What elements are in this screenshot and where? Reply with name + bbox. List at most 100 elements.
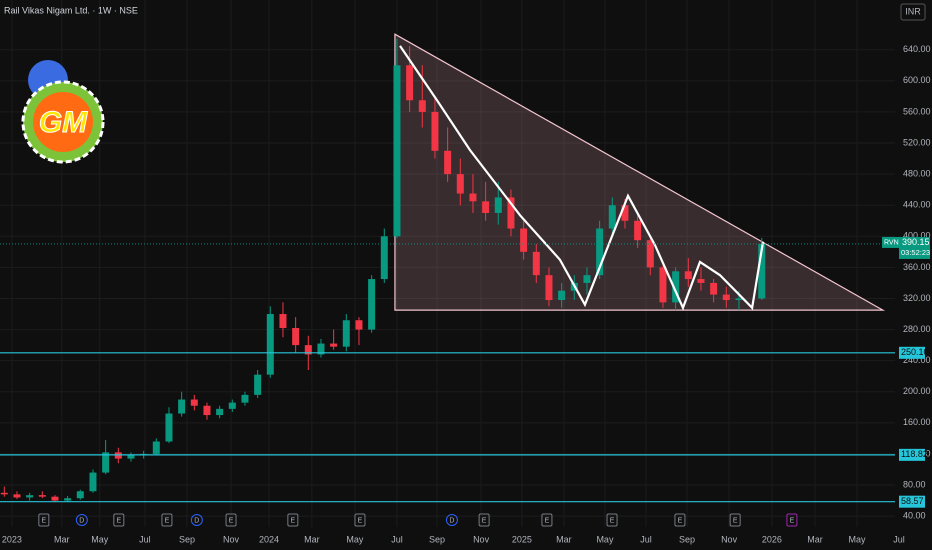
x-tick-label: Mar	[556, 534, 572, 544]
candle-body	[634, 220, 642, 241]
y-tick-label: 600.00	[903, 75, 931, 85]
candle-body	[51, 496, 59, 501]
event-label: E	[733, 517, 738, 524]
candle-body	[203, 405, 211, 416]
x-tick-label: 2023	[2, 534, 22, 544]
symbol-label: RVNL	[884, 239, 903, 246]
event-label: E	[291, 517, 296, 524]
candle-body	[254, 374, 262, 395]
event-label: E	[41, 517, 46, 524]
candle-body	[190, 399, 198, 406]
candle-body	[646, 240, 654, 268]
y-tick-label: 320.00	[903, 293, 931, 303]
level-label-box	[899, 448, 925, 461]
event-label: E	[545, 517, 550, 524]
x-tick-label: Nov	[473, 534, 490, 544]
candle-body	[152, 441, 160, 454]
plot	[0, 33, 895, 503]
x-tick-label: Mar	[807, 534, 823, 544]
candle-body	[608, 205, 616, 229]
event-label: E	[116, 517, 121, 524]
x-tick-label: May	[346, 534, 364, 544]
y-tick-label: 160.00	[903, 417, 931, 427]
earnings-marker	[786, 513, 798, 527]
x-tick-label: May	[596, 534, 614, 544]
candle-body	[216, 408, 224, 416]
x-tick-label: 2024	[259, 534, 279, 544]
candle-body	[342, 320, 350, 347]
candle-body	[64, 498, 72, 501]
candle-body	[355, 320, 363, 330]
candle-body	[444, 150, 452, 175]
y-tick-label: 560.00	[903, 106, 931, 116]
event-label: D	[449, 517, 454, 524]
candle-body	[482, 201, 490, 213]
dividend-marker	[445, 514, 458, 526]
candle-body	[178, 399, 186, 414]
candle-body	[684, 271, 692, 280]
candle-body	[583, 275, 591, 283]
candle-body	[431, 111, 439, 151]
candle-body	[418, 100, 426, 112]
earnings-marker	[113, 513, 125, 527]
x-tick-label: Mar	[54, 534, 70, 544]
candle-body	[102, 452, 110, 473]
earnings-marker	[38, 513, 50, 527]
candle-body	[0, 492, 8, 495]
currency-box[interactable]	[900, 3, 926, 21]
event-label: E	[229, 517, 234, 524]
candle-body	[26, 495, 34, 498]
event-label: E	[482, 517, 487, 524]
candle-body	[596, 228, 604, 276]
candle-body	[532, 251, 540, 276]
x-tick-label: Mar	[304, 534, 320, 544]
earnings-marker	[606, 513, 618, 527]
candle-body	[330, 343, 338, 347]
candle-body	[494, 197, 502, 213]
candle-body	[241, 394, 249, 403]
dividend-marker	[190, 514, 203, 526]
currency: INR	[905, 6, 921, 16]
x-tick-label: Nov	[721, 534, 738, 544]
x-tick-label: Sep	[679, 534, 695, 544]
candle-body	[659, 267, 667, 303]
logo: GM	[21, 60, 105, 164]
candle-body	[292, 328, 300, 346]
x-tick-label: Sep	[429, 534, 445, 544]
candle-body	[393, 65, 401, 237]
level-label-box	[899, 495, 925, 508]
candle-body	[165, 413, 173, 442]
earnings-marker	[225, 513, 237, 527]
candle-body	[507, 197, 515, 229]
event-label: D	[79, 517, 84, 524]
candle-body	[545, 275, 553, 301]
x-tick-label: Jul	[893, 534, 905, 544]
y-tick-label: 240.00	[903, 355, 931, 365]
last-price-label: 390.15	[902, 237, 930, 247]
y-tick-label: 280.00	[903, 324, 931, 334]
y-tick-label: 360.00	[903, 262, 931, 272]
x-tick-label: Jul	[139, 534, 151, 544]
x-tick-label: May	[91, 534, 109, 544]
symbol-box	[882, 236, 900, 248]
logo-text: GM	[39, 106, 88, 139]
y-tick-label: 520.00	[903, 137, 931, 147]
candle-body	[114, 452, 122, 459]
candle-body	[317, 343, 325, 355]
event-label: E	[358, 517, 363, 524]
candle-body	[406, 65, 414, 101]
y-tick-label: 80.00	[903, 479, 926, 489]
candle-body	[621, 205, 629, 221]
x-tick-label: Jul	[391, 534, 403, 544]
candle-body	[672, 271, 680, 303]
event-label: D	[194, 517, 199, 524]
x-tick-label: 2025	[512, 534, 532, 544]
candle-body	[368, 279, 376, 330]
candle-body	[89, 472, 97, 492]
event-label: E	[165, 517, 170, 524]
candle-body	[722, 294, 730, 301]
earnings-marker	[729, 513, 741, 527]
candle-body	[228, 402, 236, 409]
candle-body	[758, 243, 766, 299]
